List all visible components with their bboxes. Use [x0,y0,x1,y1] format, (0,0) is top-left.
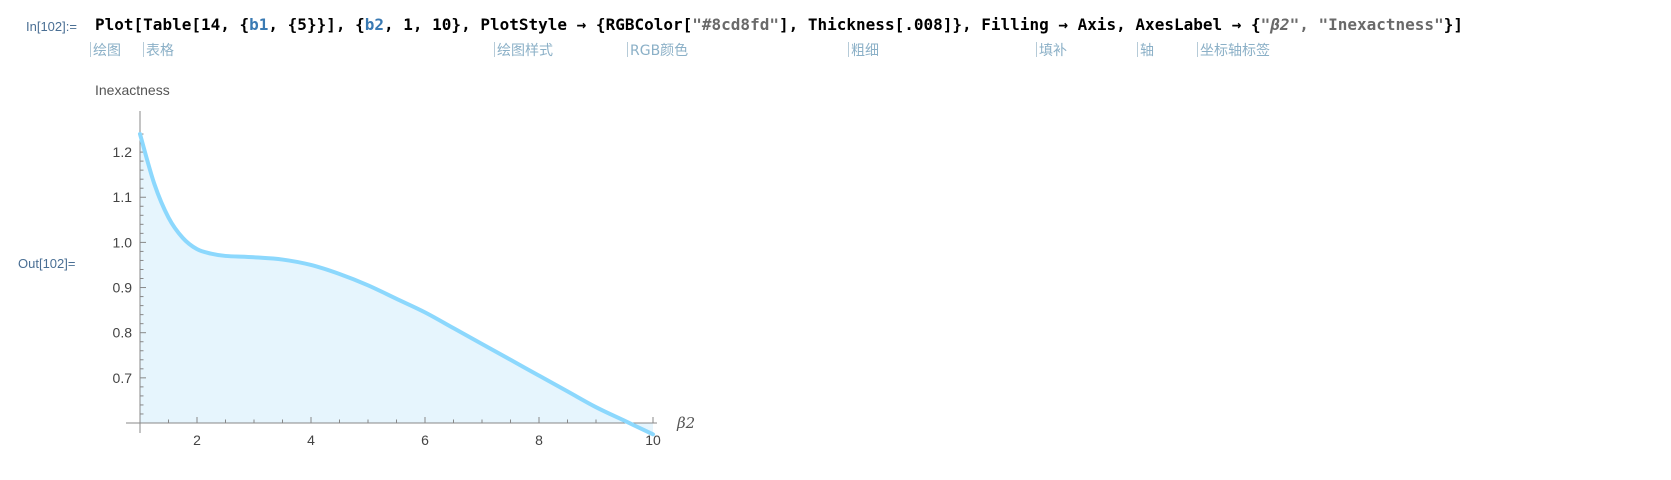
x-tick-label: 8 [535,432,543,448]
code-token: , {5}}], { [268,15,365,34]
code-token: [14, { [191,15,250,34]
code-beta-string: β2 [1270,15,1290,34]
x-tick-label: 4 [307,432,315,448]
output-cell-label: Out[102]= [18,256,76,271]
code-table: Table [143,15,192,34]
code-plotstyle: PlotStyle [480,15,568,34]
code-token: [ [133,15,144,34]
code-filling: Filling [981,15,1049,34]
code-inexactness-string: "Inexactness" [1318,15,1444,34]
x-tick-label: 10 [645,432,661,448]
code-hint: 粗细 [848,40,879,60]
code-thickness: Thickness [807,15,895,34]
code-hint: 坐标轴标签 [1197,40,1270,60]
code-token: ], [778,15,808,34]
code-token: [.008]}, [894,15,982,34]
code-plot: Plot [95,15,134,34]
code-hint: 填补 [1036,40,1067,60]
code-axis: Axis [1077,15,1117,34]
code-hint: 表格 [143,40,174,60]
code-axeslabel: AxesLabel [1135,15,1223,34]
code-token: [ [682,15,693,34]
input-cell-label: In[102]:= [26,19,77,34]
y-tick-label: 0.8 [113,325,133,341]
code-token: → [1048,15,1078,34]
code-var-b1: b1 [249,15,269,34]
y-tick-label: 0.9 [113,280,133,296]
y-tick-label: 0.7 [113,370,133,386]
code-token: , 1, 10}, [384,15,481,34]
code-token: , [1116,15,1136,34]
y-tick-label: 1.2 [113,144,133,160]
code-hint: 轴 [1137,40,1154,60]
input-code[interactable]: Plot[Table[14, {b1, {5}}], {b2, 1, 10}, … [95,15,1463,34]
code-token: → { [1222,15,1261,34]
code-hint: RGB颜色 [627,40,688,60]
x-tick-label: 6 [421,432,429,448]
y-tick-label: 1.0 [113,234,133,250]
code-quote: " [1260,15,1271,34]
x-tick-label: 2 [193,432,201,448]
code-hint: 绘图样式 [494,40,553,60]
series-line [138,132,655,437]
y-tick-label: 1.1 [113,189,133,205]
code-color-string: "#8cd8fd" [692,15,779,34]
code-token: }] [1443,15,1463,34]
code-rgbcolor: RGBColor [605,15,683,34]
y-axis-label: Inexactness [95,82,170,98]
code-quote: ", [1289,15,1319,34]
code-hint: 绘图 [90,40,121,60]
code-var-b2: b2 [364,15,384,34]
code-token: → { [567,15,606,34]
x-axis-label: β2 [676,414,695,432]
area-fill [140,134,653,435]
